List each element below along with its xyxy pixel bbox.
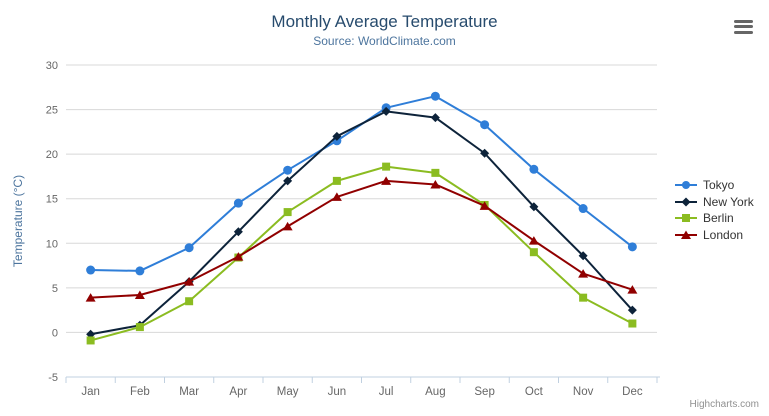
data-point-new-york — [283, 176, 293, 186]
data-point-london — [430, 179, 441, 189]
data-point-london — [528, 236, 539, 245]
x-axis-tick-label: Apr — [229, 386, 247, 398]
data-point-london — [578, 269, 589, 278]
legend-item-london[interactable]: London — [674, 227, 754, 244]
data-point-tokyo — [578, 204, 588, 214]
legend-item-label: Berlin — [703, 211, 734, 226]
data-point-tokyo — [135, 266, 145, 276]
export-menu-button[interactable] — [732, 19, 754, 37]
data-point-tokyo — [627, 242, 637, 252]
x-axis-tick-label: Jul — [379, 386, 394, 398]
data-point-berlin — [529, 248, 538, 257]
data-point-berlin — [185, 297, 194, 306]
data-point-london — [184, 277, 195, 286]
x-axis-tick-label: Jun — [328, 386, 347, 398]
data-point-berlin — [86, 336, 95, 345]
data-point-berlin — [579, 293, 588, 302]
x-axis-tick-label: Aug — [425, 386, 445, 398]
data-point-tokyo — [480, 120, 490, 130]
data-point-london — [282, 221, 293, 231]
chart-title: Monthly Average Temperature — [271, 12, 498, 31]
x-axis-tick-label: May — [277, 386, 299, 398]
data-point-london — [85, 293, 96, 302]
y-axis-tick-label: 15 — [46, 194, 58, 206]
data-point-london — [134, 290, 145, 299]
x-axis-tick-label: Oct — [525, 386, 544, 398]
series-new-york — [86, 106, 637, 339]
series-tokyo — [86, 91, 637, 276]
legend-item-berlin[interactable]: Berlin — [674, 210, 754, 227]
x-axis-tick-label: Nov — [573, 386, 594, 398]
data-point-new-york — [430, 113, 440, 123]
legend-item-new-york[interactable]: New York — [674, 194, 754, 211]
data-point-london — [233, 252, 244, 261]
y-axis-title: Temperature (°C) — [11, 174, 25, 268]
x-axis-tick-label: Feb — [130, 386, 150, 398]
legend-item-label: New York — [703, 194, 754, 209]
data-point-tokyo — [184, 243, 194, 253]
data-point-london — [331, 192, 342, 201]
data-point-new-york — [578, 251, 588, 261]
legend-item-label: Tokyo — [703, 178, 735, 193]
y-axis-tick-label: 20 — [46, 149, 58, 161]
y-axis-tick-label: 30 — [46, 60, 58, 72]
series-london — [85, 176, 638, 302]
diamond-marker-icon — [675, 197, 697, 207]
data-point-tokyo — [233, 198, 243, 208]
x-axis-tick-label: Jan — [81, 386, 100, 398]
data-point-berlin — [382, 162, 391, 171]
credits-link[interactable]: Highcharts.com — [689, 399, 759, 410]
x-axis-tick-label: Dec — [622, 386, 643, 398]
legend-item-label: London — [703, 227, 744, 242]
data-point-tokyo — [86, 265, 96, 275]
data-point-new-york — [381, 106, 391, 116]
data-point-new-york — [332, 131, 342, 141]
legend-item-tokyo[interactable]: Tokyo — [674, 177, 754, 194]
triangle-marker-icon — [675, 230, 697, 239]
y-axis-tick-label: 5 — [52, 283, 58, 295]
data-point-tokyo — [283, 165, 293, 175]
data-point-berlin — [332, 176, 341, 185]
data-point-new-york — [627, 305, 637, 315]
x-axis-tick-label: Mar — [179, 386, 199, 398]
y-axis-tick-label: 10 — [46, 238, 58, 250]
data-point-berlin — [135, 323, 144, 332]
data-point-new-york — [480, 148, 490, 158]
data-point-london — [479, 201, 490, 210]
y-axis-tick-label: 0 — [52, 327, 58, 339]
data-point-berlin — [283, 208, 292, 217]
legend: Tokyo New York Berlin London — [674, 177, 754, 243]
data-point-berlin — [431, 168, 440, 177]
circle-marker-icon — [675, 181, 697, 190]
chart-subtitle: Source: WorldClimate.com — [313, 34, 456, 48]
y-axis-tick-label: 25 — [46, 105, 58, 117]
data-point-london — [627, 285, 638, 294]
data-point-berlin — [628, 319, 637, 328]
data-point-new-york — [233, 227, 243, 237]
x-axis-tick-label: Sep — [474, 386, 494, 398]
data-point-london — [381, 176, 392, 185]
square-marker-icon — [675, 214, 697, 223]
hamburger-icon — [732, 19, 754, 34]
y-axis-tick-label: -5 — [48, 372, 58, 384]
data-point-tokyo — [430, 91, 440, 101]
data-point-new-york — [529, 202, 539, 212]
data-point-tokyo — [529, 164, 539, 174]
